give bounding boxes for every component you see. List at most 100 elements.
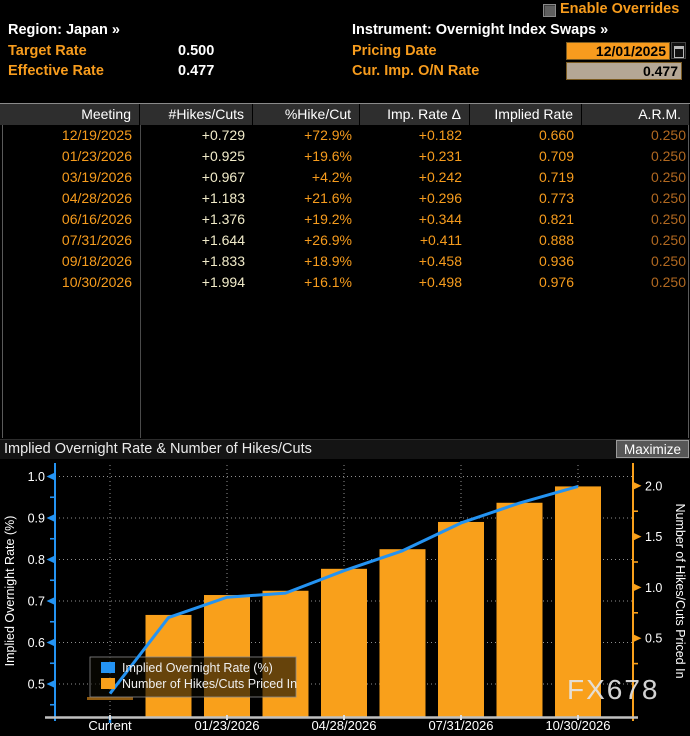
left-tick [46,555,55,564]
left-tick [46,597,55,605]
cell: +0.967 [201,169,245,185]
cell: 04/28/2026 [61,190,132,206]
col-header-4: Implied Rate [470,104,582,125]
target-rate-label: Target Rate [8,43,87,59]
legend-label-bar: Number of Hikes/Cuts Priced In [122,677,297,691]
cell: +21.6% [304,190,352,206]
cell: 0.719 [538,169,574,185]
maximize-button[interactable]: Maximize [616,440,689,458]
hikes-bar [438,521,484,717]
table-row[interactable]: 01/23/2026 +0.925 +19.6% +0.231 0.709 0.250 [0,146,690,167]
left-tick-label: 1.0 [28,470,45,484]
x-tick [226,715,228,720]
chart-title: Implied Overnight Rate & Number of Hikes… [4,441,312,457]
cell: 01/23/2026 [61,148,132,164]
pricing-date-input[interactable] [566,42,670,60]
left-tick-label: 0.7 [28,595,45,609]
cell: +26.9% [304,232,352,248]
col-header-0: Meeting [0,104,140,125]
legend-swatch-bar [101,678,115,689]
right-tick [633,583,642,592]
x-tick-label: 01/23/2026 [194,718,259,733]
region-link[interactable]: Region: Japan » [8,22,120,38]
enable-overrides-label: Enable Overrides [560,1,680,17]
x-tick [577,715,579,720]
cell: 0.709 [538,148,574,164]
col-header-5: A.R.M. [582,104,690,125]
cell: +1.644 [201,232,245,248]
col-header-1: #Hikes/Cuts [140,104,253,125]
effective-rate-label: Effective Rate [8,63,104,79]
table-row[interactable]: 03/19/2026 +0.967 +4.2% +0.242 0.719 0.250 [0,167,690,188]
cell: +0.925 [201,148,245,164]
cell: +0.498 [418,274,462,290]
hikes-bar [555,486,601,717]
meetings-table: Meeting #Hikes/Cuts %Hike/Cut Imp. Rate Δ Im… [0,103,690,438]
cell: +1.833 [201,253,245,269]
right-tick-label: 2.0 [645,479,662,493]
table-row[interactable]: 12/19/2025 +0.729 +72.9% +0.182 0.660 0.250 [0,125,690,146]
x-tick [343,715,345,720]
right-tick-label: 0.5 [645,632,662,646]
table-row[interactable]: 07/31/2026 +1.644 +26.9% +0.411 0.888 0.250 [0,230,690,251]
right-tick-label: 1.5 [645,530,662,544]
cell: +1.994 [201,274,245,290]
calendar-icon[interactable] [671,42,686,59]
target-rate-value: 0.500 [178,43,215,59]
left-tick [46,638,55,647]
cell: +0.411 [419,232,462,248]
cell: 0.250 [650,232,686,248]
left-tick-label: 0.8 [28,553,45,567]
x-tick-label: 10/30/2026 [545,718,610,733]
left-tick [46,514,55,522]
cell: 06/16/2026 [61,211,132,227]
hikes-bar [204,595,250,717]
cell: 09/18/2026 [61,253,132,269]
table-row[interactable]: 10/30/2026 +1.994 +16.1% +0.498 0.976 0.250 [0,272,690,293]
left-tick-label: 0.6 [28,636,45,650]
x-tick-label: 04/28/2026 [311,718,376,733]
col-header-2: %Hike/Cut [253,104,360,125]
implied-rate-line [108,485,579,695]
cell: +0.458 [418,253,462,269]
cell: +19.2% [304,211,352,227]
x-tick [460,715,462,720]
legend-label-line: Implied Overnight Rate (%) [122,661,273,675]
meeting-column-divider [140,104,141,438]
cell: +72.9% [304,127,352,143]
left-tick-label: 0.5 [28,678,45,692]
hikes-bar [496,502,543,717]
cell: 12/19/2025 [61,127,132,143]
cell: +0.296 [418,190,462,206]
cur-imp-rate-field[interactable] [566,62,682,80]
left-tick [46,472,55,481]
cell: 0.250 [650,148,686,164]
col-header-3: Imp. Rate Δ [360,104,470,125]
cell: +1.376 [201,211,245,227]
legend-swatch-line [101,662,115,673]
implied-rate-chart: Implied Overnight Rate (%) Number of Hike… [3,463,687,733]
enable-overrides-checkbox[interactable] [543,4,556,17]
cell: 0.250 [650,211,686,227]
table-row[interactable]: 04/28/2026 +1.183 +21.6% +0.296 0.773 0.250 [0,188,690,209]
cell: 0.773 [538,190,574,206]
x-tick-label: 07/31/2026 [428,718,493,733]
cell: 0.660 [538,127,574,143]
cell: 0.250 [650,190,686,206]
effective-rate-value: 0.477 [178,63,215,79]
hikes-bar [379,549,426,717]
cell: 03/19/2026 [61,169,132,185]
cell: +4.2% [311,169,352,185]
left-tick-label: 0.9 [28,512,45,526]
x-tick [109,715,111,720]
table-header-row: Meeting #Hikes/Cuts %Hike/Cut Imp. Rate Δ Im… [0,104,690,125]
cell: +18.9% [304,253,352,269]
cell: 0.976 [538,274,574,290]
table-row[interactable]: 09/18/2026 +1.833 +18.9% +0.458 0.936 0.250 [0,251,690,272]
cell: 0.250 [650,127,686,143]
right-axis-title: Number of Hikes/Cuts Priced In [673,503,687,678]
table-right-border [688,104,689,438]
instrument-link[interactable]: Instrument: Overnight Index Swaps » [352,22,609,38]
table-row[interactable]: 06/16/2026 +1.376 +19.2% +0.344 0.821 0.250 [0,209,690,230]
